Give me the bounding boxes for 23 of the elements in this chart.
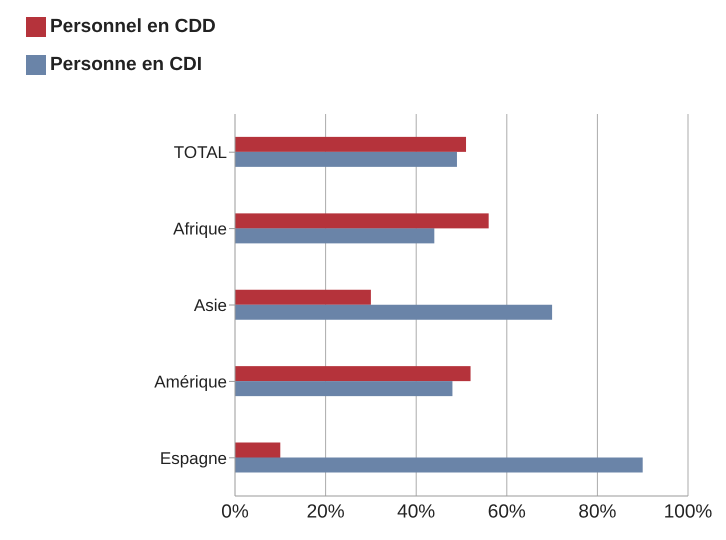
bar xyxy=(235,228,434,244)
x-tick-label: 40% xyxy=(397,501,436,522)
bar xyxy=(235,304,552,320)
legend-label: Personne en CDI xyxy=(49,53,204,77)
bar xyxy=(235,381,452,396)
bar xyxy=(235,366,471,382)
bar xyxy=(235,458,643,473)
y-tick-label: TOTAL xyxy=(174,143,227,162)
x-tick-label: 100% xyxy=(664,501,712,522)
x-tick-label: 0% xyxy=(221,501,249,522)
bar xyxy=(235,290,371,305)
x-tick-label: 80% xyxy=(578,501,617,522)
bar xyxy=(235,136,466,152)
x-tick-label: 20% xyxy=(306,501,345,522)
y-tick-label: Afrique xyxy=(173,220,227,239)
bar xyxy=(235,213,489,228)
y-tick-label: Espagne xyxy=(160,448,227,468)
legend-label: Personnel en CDD xyxy=(49,15,217,39)
x-tick-label: 60% xyxy=(488,501,526,522)
y-tick-label: Asie xyxy=(194,296,227,316)
y-tick-label: Amérique xyxy=(154,372,227,392)
bar xyxy=(235,152,457,167)
bar xyxy=(235,442,280,458)
